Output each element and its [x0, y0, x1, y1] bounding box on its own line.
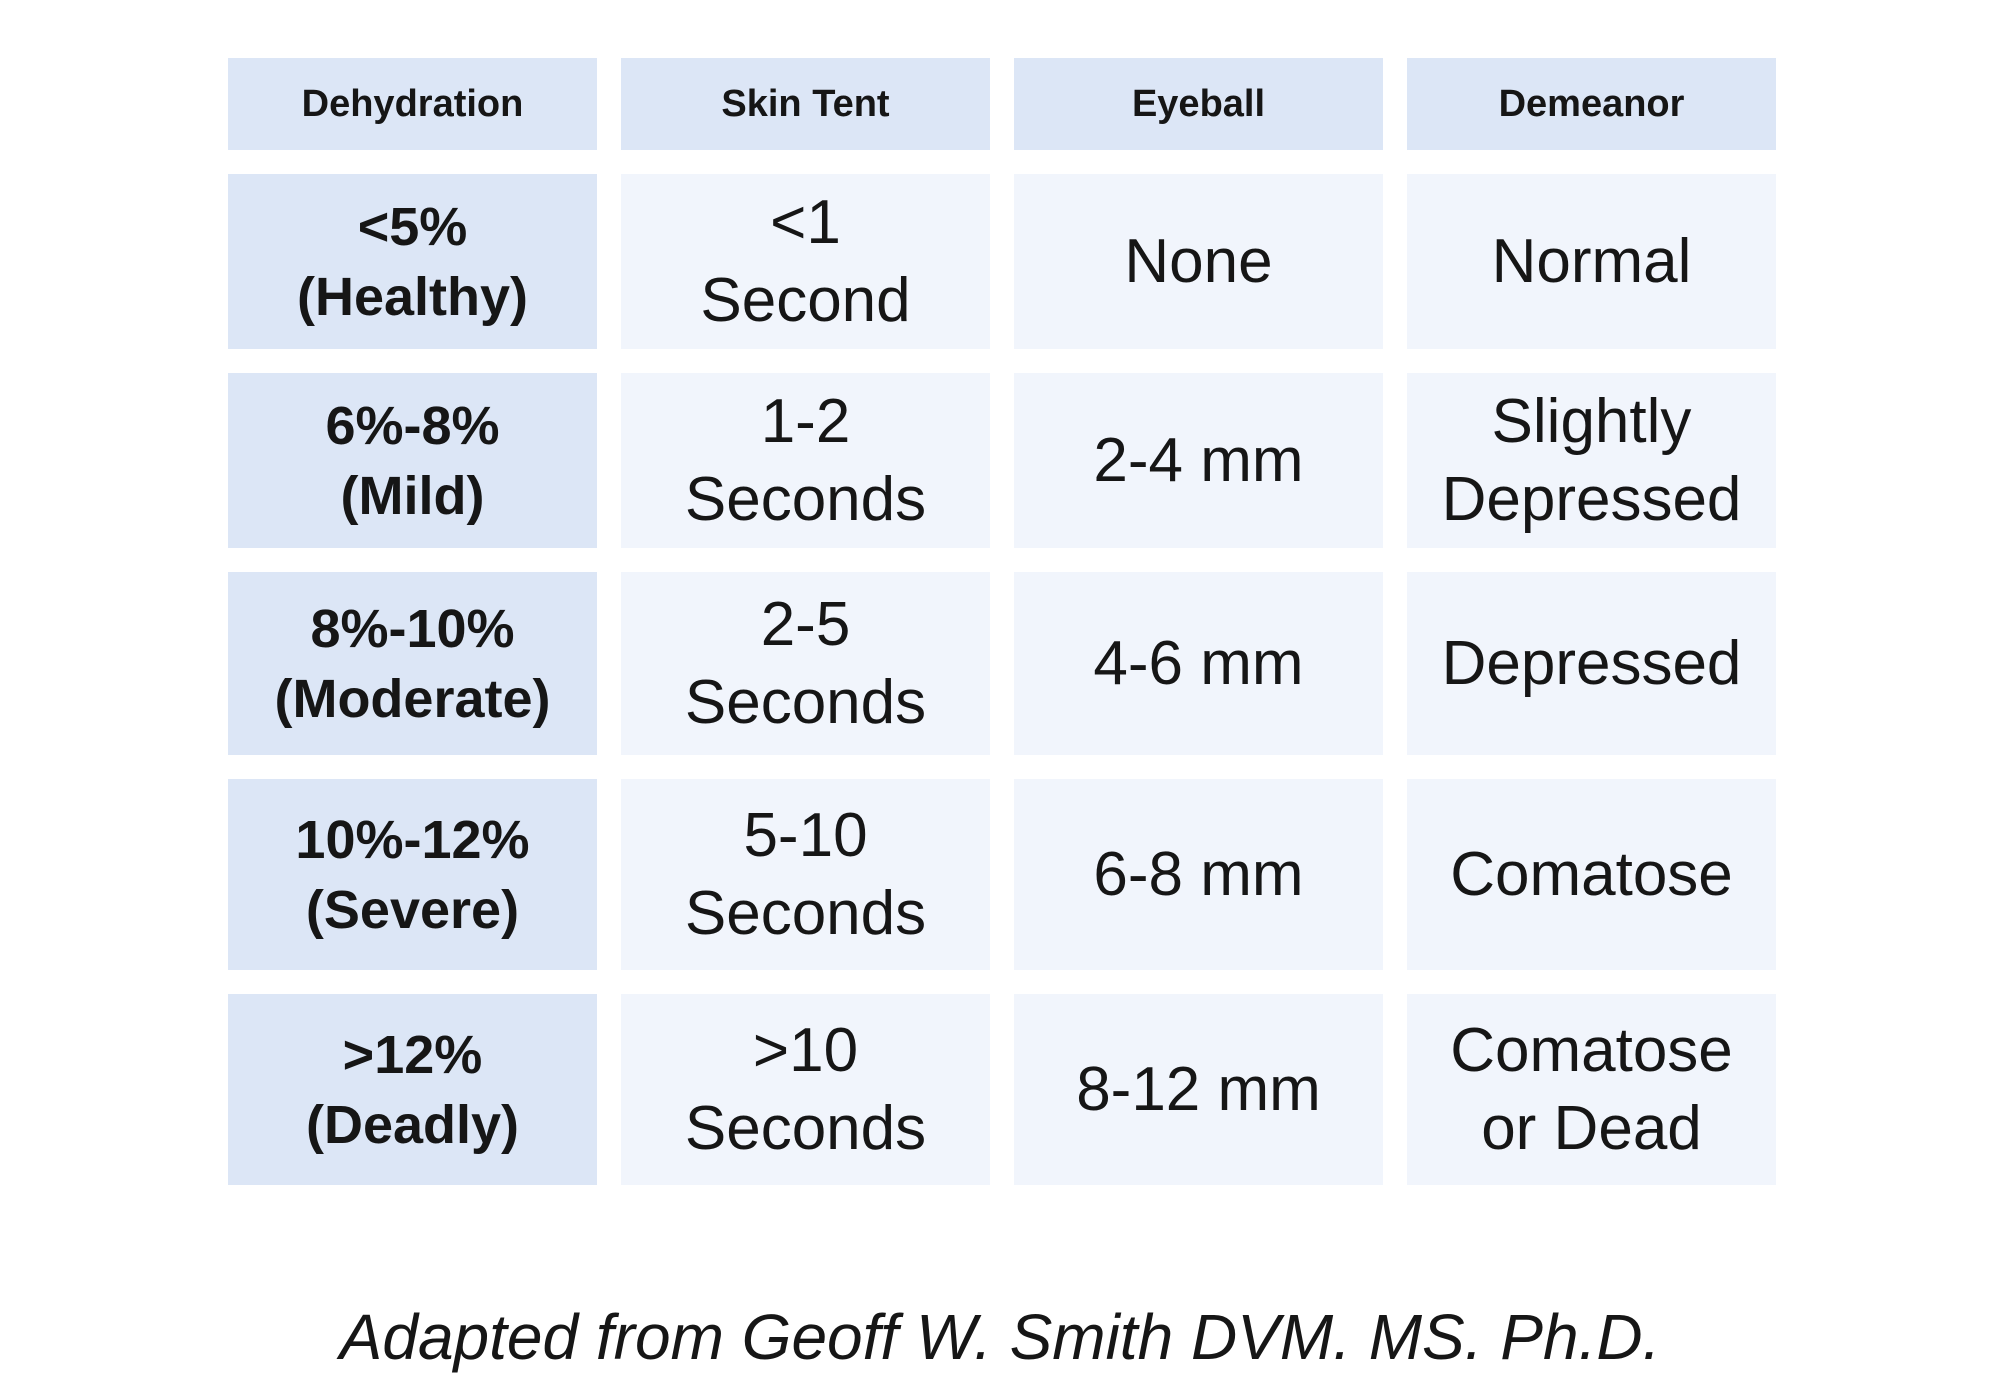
row-5-skin-tent: >10 Seconds [621, 994, 990, 1185]
row-2-demeanor: Slightly Depressed [1407, 373, 1776, 548]
row-4-eyeball: 6-8 mm [1014, 779, 1383, 970]
row-2-skin-tent: 1-2 Seconds [621, 373, 990, 548]
row-3-demeanor: Depressed [1407, 572, 1776, 755]
row-1-skin-tent: <1 Second [621, 174, 990, 349]
row-2-eyeball: 2-4 mm [1014, 373, 1383, 548]
source-caption: Adapted from Geoff W. Smith DVM. MS. Ph.… [339, 1301, 1661, 1373]
row-5-dehydration: >12% (Deadly) [228, 994, 597, 1185]
row-1-demeanor: Normal [1407, 174, 1776, 349]
row-5-demeanor: Comatose or Dead [1407, 994, 1776, 1185]
header-demeanor: Demeanor [1407, 58, 1776, 150]
row-1-eyeball: None [1014, 174, 1383, 349]
row-2-dehydration: 6%-8% (Mild) [228, 373, 597, 548]
row-5-eyeball: 8-12 mm [1014, 994, 1383, 1185]
header-eyeball: Eyeball [1014, 58, 1383, 150]
row-1-dehydration: <5% (Healthy) [228, 174, 597, 349]
row-4-demeanor: Comatose [1407, 779, 1776, 970]
row-3-eyeball: 4-6 mm [1014, 572, 1383, 755]
dehydration-table: Dehydration Skin Tent Eyeball Demeanor <… [228, 58, 1776, 1185]
row-3-dehydration: 8%-10% (Moderate) [228, 572, 597, 755]
row-3-skin-tent: 2-5 Seconds [621, 572, 990, 755]
header-dehydration: Dehydration [228, 58, 597, 150]
row-4-dehydration: 10%-12% (Severe) [228, 779, 597, 970]
row-4-skin-tent: 5-10 Seconds [621, 779, 990, 970]
header-skin-tent: Skin Tent [621, 58, 990, 150]
